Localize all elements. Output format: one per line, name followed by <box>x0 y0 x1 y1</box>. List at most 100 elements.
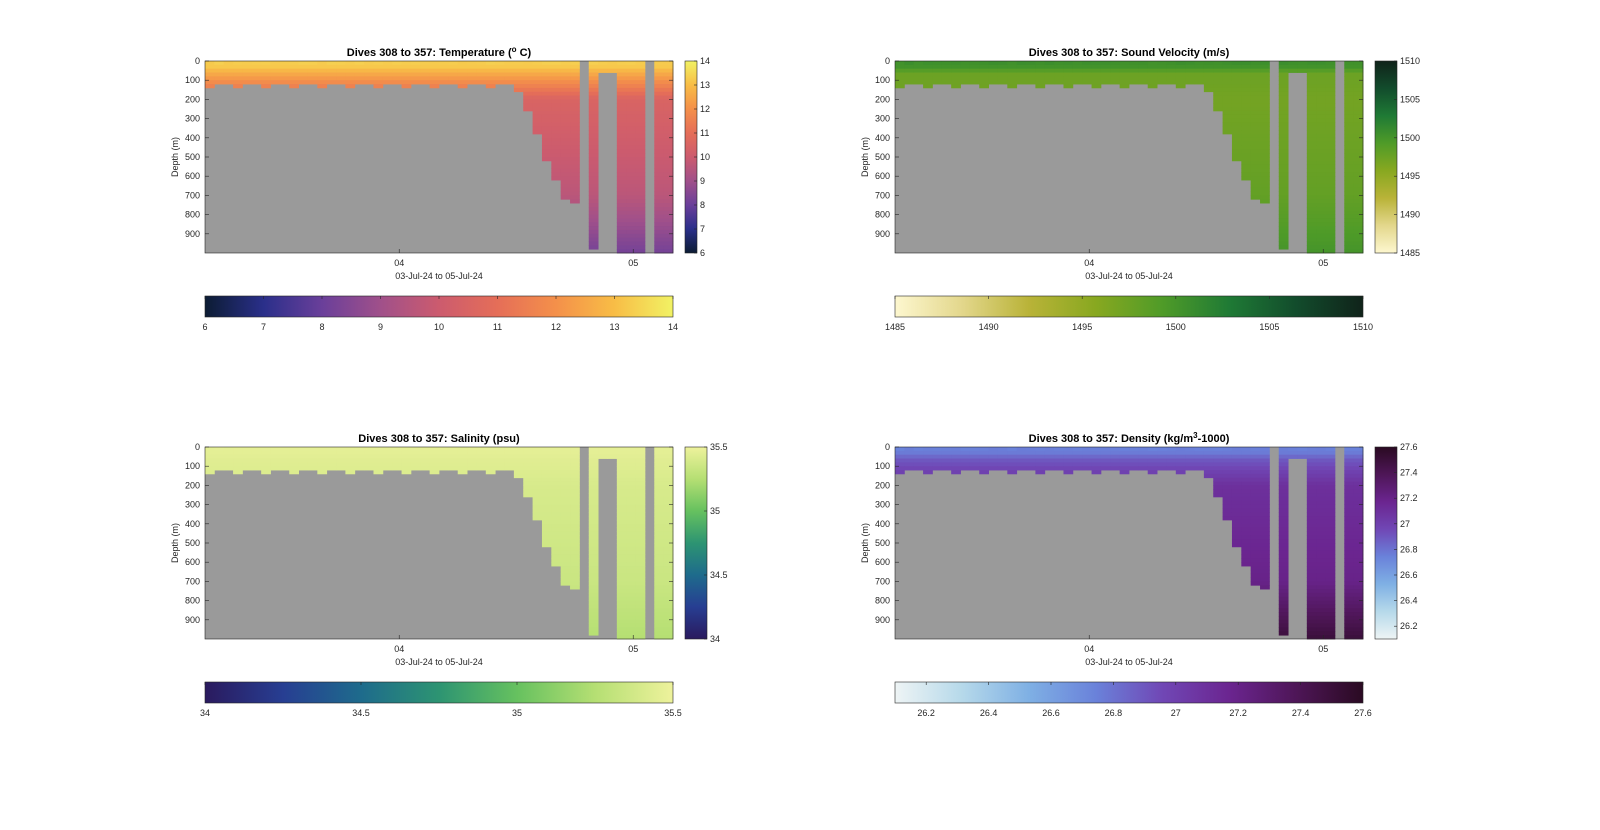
heatmap-cell <box>1278 512 1289 517</box>
heatmap-cell <box>1353 180 1364 185</box>
heatmap-cell <box>560 87 571 93</box>
heatmap-cell <box>457 80 468 85</box>
heatmap-cell <box>1110 462 1121 467</box>
heatmap-cell <box>513 458 524 463</box>
heatmap-cell <box>1353 562 1364 567</box>
heatmap-cell <box>1250 164 1261 169</box>
heatmap-cell <box>541 535 552 540</box>
heatmap-cell <box>654 615 665 621</box>
heatmap-cell <box>279 76 290 81</box>
heatmap-cell <box>1316 237 1326 242</box>
heatmap-cell <box>941 458 952 463</box>
heatmap-cell <box>626 554 636 559</box>
heatmap-cell <box>364 61 374 66</box>
heatmap-cell <box>635 133 646 139</box>
heatmap-cell <box>1344 137 1355 143</box>
heatmap-cell <box>635 554 646 559</box>
heatmap-cell <box>663 519 674 525</box>
heatmap-cell <box>1231 527 1242 532</box>
heatmap-cell <box>588 493 599 498</box>
heatmap-cell <box>1344 107 1355 112</box>
heatmap-cell <box>401 458 412 463</box>
heatmap-cell <box>448 64 459 70</box>
heatmap-cell <box>1119 64 1130 70</box>
heatmap-cell <box>485 466 496 471</box>
heatmap-cell <box>626 516 636 521</box>
heatmap-cell <box>588 585 599 590</box>
x-tick-label: 04 <box>394 644 404 654</box>
heatmap-cell <box>551 462 562 467</box>
heatmap-cell <box>392 450 402 456</box>
heatmap-cell <box>289 64 299 70</box>
heatmap-cell <box>1353 153 1364 158</box>
heatmap-cell <box>626 183 636 189</box>
heatmap-cell <box>560 99 571 104</box>
heatmap-cell <box>429 68 440 73</box>
heatmap-cell <box>1353 615 1364 621</box>
heatmap-cell <box>626 110 636 116</box>
heatmap-cell <box>626 535 636 540</box>
heatmap-cell <box>1260 141 1270 146</box>
heatmap-cell <box>1241 99 1252 104</box>
heatmap-cell <box>1306 229 1317 235</box>
heatmap-cell <box>932 462 943 467</box>
heatmap-cell <box>1231 72 1242 77</box>
heatmap-cell <box>1353 569 1364 575</box>
heatmap-cell <box>570 160 580 166</box>
heatmap-cell <box>626 114 636 119</box>
heatmap-cell <box>1157 466 1167 471</box>
heatmap-cell <box>1344 222 1355 227</box>
colorbar-tick-label: 7 <box>261 322 266 332</box>
heatmap-cell <box>1325 523 1336 529</box>
heatmap-cell <box>1203 462 1214 467</box>
heatmap-cell <box>663 99 674 104</box>
heatmap-cell <box>654 566 665 571</box>
colorbar-tick-label: 13 <box>609 322 619 332</box>
heatmap-cell <box>988 454 999 459</box>
heatmap-cell <box>663 527 674 532</box>
heatmap-cell <box>570 477 580 482</box>
heatmap-cell <box>523 84 533 89</box>
heatmap-cell <box>626 72 636 77</box>
heatmap-cell <box>1007 447 1018 452</box>
heatmap-cell <box>1260 562 1270 567</box>
heatmap-cell <box>1100 80 1111 85</box>
heatmap-cell <box>1213 450 1223 456</box>
heatmap-cell <box>392 64 402 70</box>
heatmap-cell <box>1316 527 1326 532</box>
heatmap-cell <box>598 68 608 73</box>
heatmap-cell <box>1250 118 1261 123</box>
heatmap-cell <box>532 91 543 96</box>
heatmap-cell <box>1016 80 1027 85</box>
heatmap-cell <box>541 64 552 70</box>
heatmap-cell <box>635 615 646 621</box>
heatmap-cell <box>1278 133 1289 139</box>
heatmap-cell <box>1316 531 1326 536</box>
heatmap-cell <box>560 157 571 162</box>
heatmap-cell <box>654 137 665 143</box>
heatmap-cell <box>1353 99 1364 104</box>
heatmap-cell <box>1344 462 1355 467</box>
heatmap-cell <box>654 550 665 555</box>
heatmap-cell <box>1344 631 1355 636</box>
heatmap-cell <box>570 585 580 590</box>
heatmap-cell <box>654 454 665 459</box>
heatmap-cell <box>1278 577 1289 582</box>
heatmap-cell <box>289 458 299 463</box>
heatmap-cell <box>251 80 262 85</box>
heatmap-cell <box>1157 458 1167 463</box>
heatmap-cell <box>951 458 961 463</box>
heatmap-cell <box>495 450 505 456</box>
heatmap-cell <box>560 145 571 150</box>
heatmap-cell <box>1175 454 1186 459</box>
heatmap-cell <box>1306 473 1317 479</box>
heatmap-cell <box>960 454 971 459</box>
heatmap-cell <box>654 91 665 96</box>
heatmap-cell <box>1260 566 1270 571</box>
heatmap-cell <box>616 203 627 208</box>
heatmap-cell <box>1119 458 1130 463</box>
heatmap-cell <box>988 466 999 471</box>
heatmap-cell <box>663 64 674 70</box>
heatmap-cell <box>233 462 243 467</box>
heatmap-cell <box>1213 447 1223 452</box>
